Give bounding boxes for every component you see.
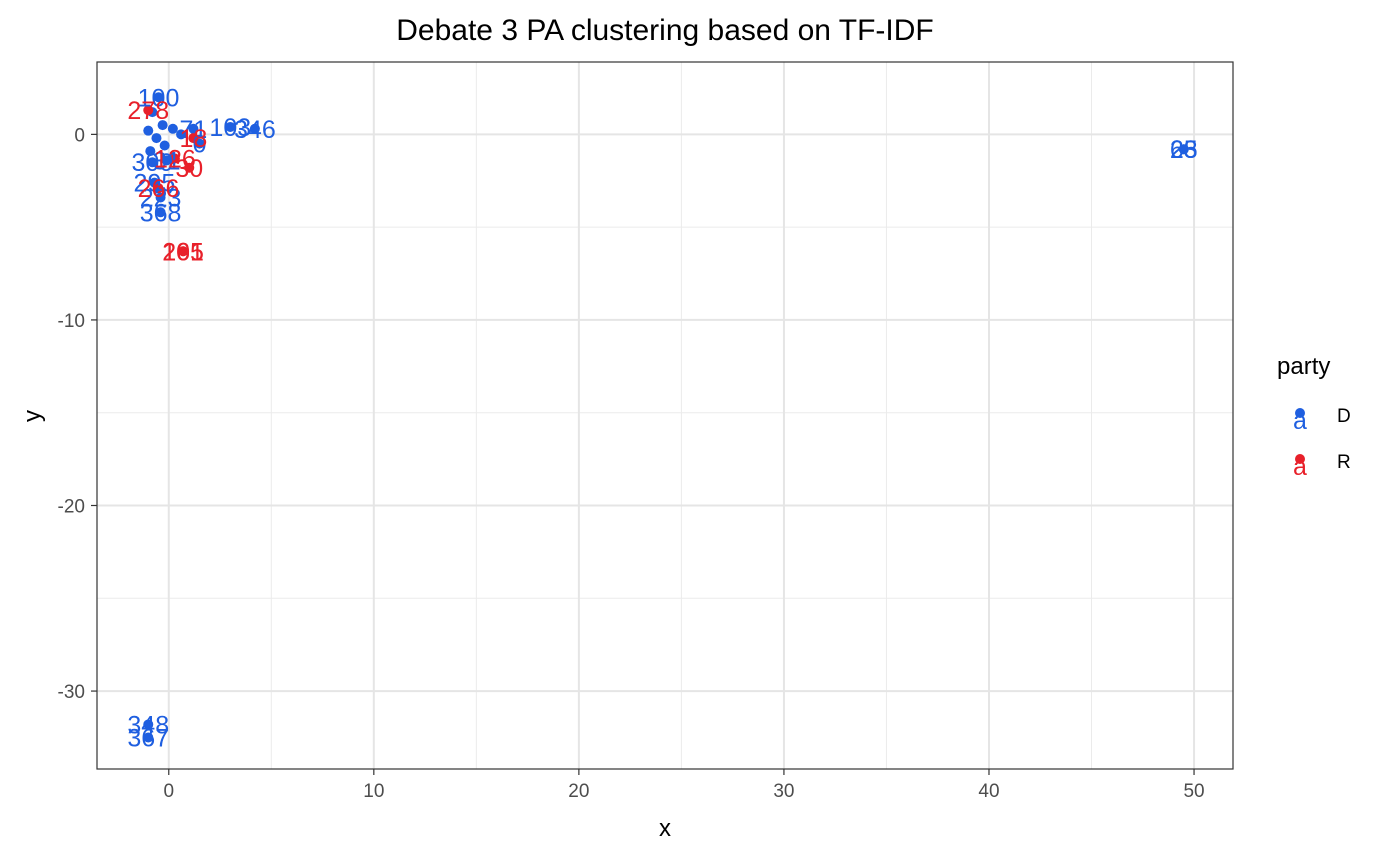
legend-key-label-glyph: a: [1293, 407, 1307, 435]
data-point: [169, 153, 180, 164]
data-label: 71: [179, 116, 207, 144]
x-tick-label: 50: [1183, 781, 1204, 802]
legend-key-label-glyph: a: [1293, 453, 1307, 481]
y-tick-label: -30: [58, 682, 85, 703]
legend-entries: a Da R: [1293, 406, 1351, 481]
y-axis-title: y: [19, 410, 46, 422]
x-tick-label: 40: [978, 781, 999, 802]
data-point: [225, 121, 236, 132]
data-label: 346: [234, 116, 276, 144]
data-label: 101: [162, 238, 204, 266]
data-point: [176, 129, 187, 140]
data-point: [188, 133, 199, 144]
data-point: [145, 146, 156, 157]
data-point: [153, 183, 164, 194]
axis-ticks: 0 10 20 30 40 50 0 -10 -20 -30: [58, 125, 1205, 802]
y-tick-label: 0: [74, 125, 85, 146]
data-point: [249, 123, 260, 134]
y-tick-label: -10: [58, 311, 85, 332]
x-tick-label: 10: [363, 781, 384, 802]
data-point: [1178, 144, 1189, 155]
legend-key-point: [1295, 454, 1305, 464]
data-point: [167, 123, 178, 134]
legend: party a Da R: [1277, 353, 1351, 481]
data-label: 30: [175, 155, 203, 183]
data-label: 0: [193, 131, 207, 159]
legend-title: party: [1277, 353, 1330, 380]
data-label: 278: [127, 97, 169, 125]
legend-key-point: [1295, 408, 1305, 418]
data-label: 126: [154, 145, 196, 173]
data-point: [188, 123, 199, 134]
data-point: [161, 155, 172, 166]
data-label: 23: [1170, 136, 1198, 164]
data-points: [143, 92, 1189, 743]
panel-frame: [96, 61, 1234, 770]
data-point: [153, 92, 164, 103]
data-point: [155, 207, 166, 218]
data-point: [147, 157, 158, 168]
grid-lines: [97, 62, 1233, 769]
data-point: [143, 732, 154, 743]
legend-entry-label: D: [1337, 406, 1351, 427]
data-point: [151, 133, 162, 144]
x-tick-label: 20: [568, 781, 589, 802]
data-label: 300: [132, 149, 174, 177]
data-label: 368: [140, 199, 182, 227]
data-label: 266: [138, 175, 180, 203]
data-label: 100: [138, 84, 180, 112]
y-tick-label: -20: [58, 496, 85, 517]
data-label: 348: [127, 711, 169, 739]
data-point: [157, 120, 168, 131]
legend-entry-label: R: [1337, 452, 1351, 473]
panel-border: [96, 61, 1234, 770]
x-tick-label: 30: [773, 781, 794, 802]
chart-title: Debate 3 PA clustering based on TF-IDF: [396, 14, 934, 47]
data-label: 103: [209, 114, 251, 142]
data-label: 295: [134, 170, 176, 198]
data-point: [184, 162, 195, 173]
data-point: [143, 105, 154, 116]
x-axis-title: x: [659, 815, 671, 842]
data-point: [143, 125, 154, 136]
data-label: 31: [153, 147, 181, 175]
data-label: 367: [127, 724, 169, 752]
data-point: [178, 246, 189, 257]
data-point: [159, 140, 170, 151]
x-tick-label: 0: [163, 781, 174, 802]
data-label: 223: [140, 184, 182, 212]
data-label: 18: [179, 125, 207, 153]
data-label: 265: [162, 238, 204, 266]
data-point: [155, 192, 166, 203]
panel-background: [97, 62, 1233, 769]
data-point: [143, 719, 154, 730]
data-label: 65: [1170, 136, 1198, 164]
plot-panel: [97, 62, 1233, 769]
